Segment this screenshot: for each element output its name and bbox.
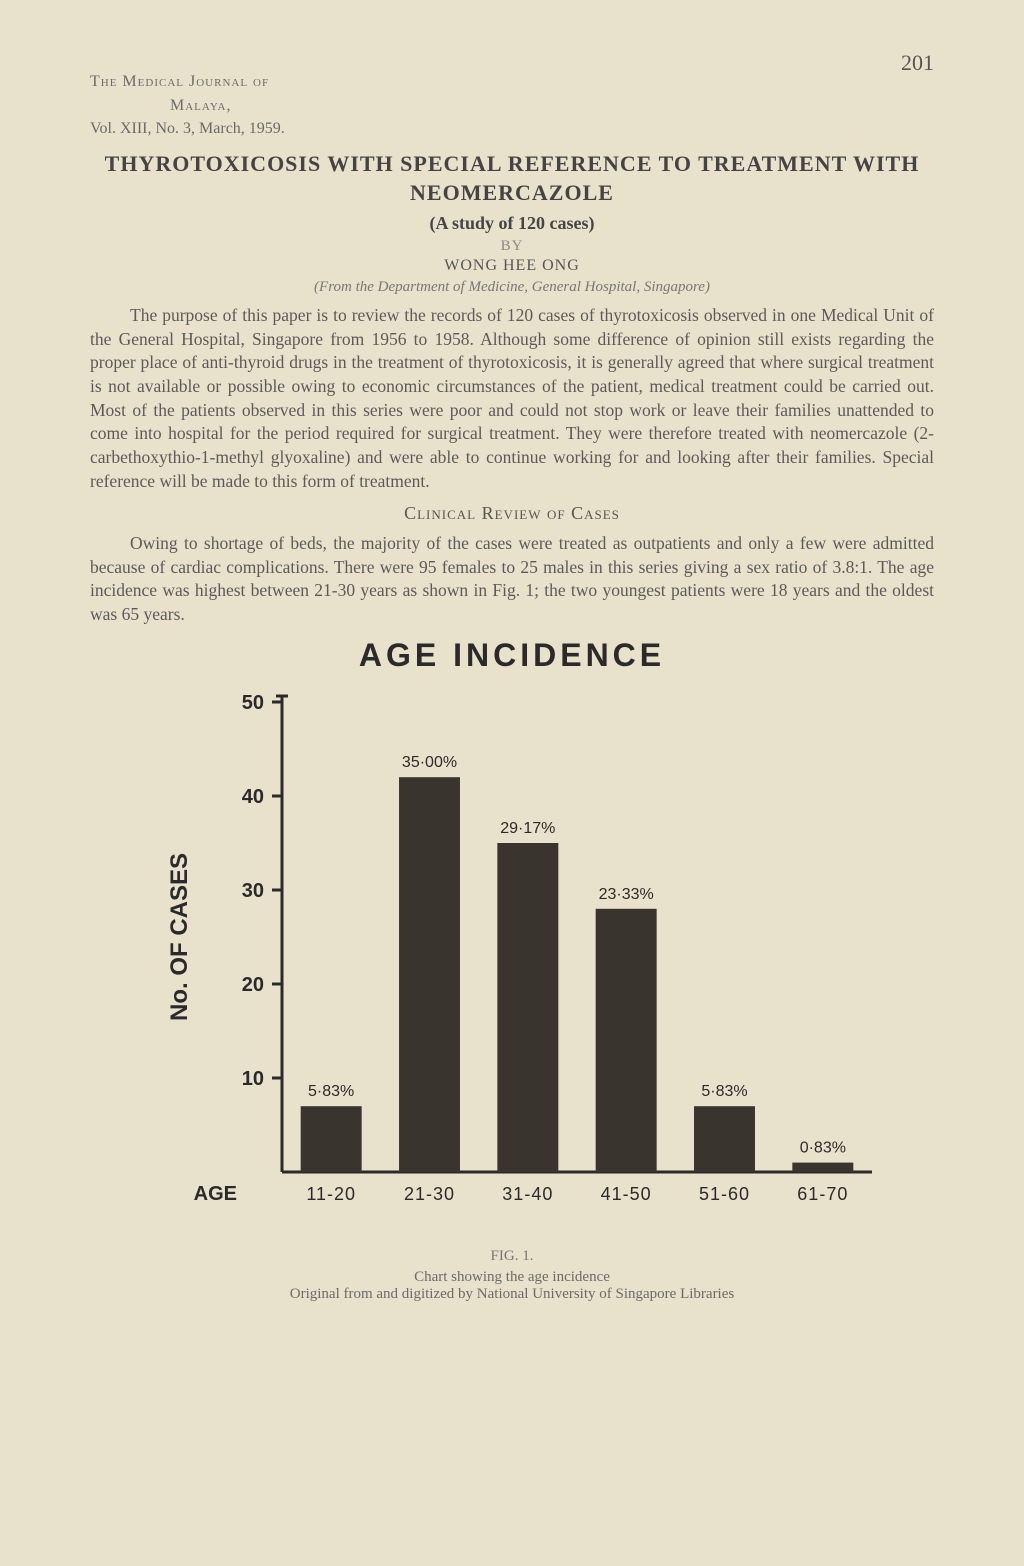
section-heading: Clinical Review of Cases <box>90 503 934 524</box>
svg-text:51-60: 51-60 <box>699 1184 750 1204</box>
article-subtitle: (A study of 120 cases) <box>90 213 934 234</box>
journal-header: The Medical Journal of Malaya, <box>90 70 934 118</box>
footer-main: Original from and digitized by National … <box>290 1286 734 1302</box>
svg-text:5·83%: 5·83% <box>308 1083 354 1100</box>
svg-text:20: 20 <box>242 974 264 996</box>
svg-text:23·33%: 23·33% <box>599 885 654 902</box>
paragraph-1: The purpose of this paper is to review t… <box>90 304 934 493</box>
author-affiliation: (From the Department of Medicine, Genera… <box>90 279 934 296</box>
svg-text:0·83%: 0·83% <box>800 1139 846 1156</box>
svg-text:No. OF CASES: No. OF CASES <box>166 853 193 1021</box>
svg-text:30: 30 <box>242 880 264 902</box>
footer-sub: Chart showing the age incidence <box>414 1269 610 1285</box>
chart-title: AGE INCIDENCE <box>132 637 892 674</box>
figure-caption: FIG. 1. <box>90 1248 934 1265</box>
svg-text:40: 40 <box>242 786 264 808</box>
footer-note: Chart showing the age incidence Original… <box>90 1269 934 1303</box>
svg-text:29·17%: 29·17% <box>500 820 555 837</box>
svg-text:50: 50 <box>242 692 264 714</box>
svg-text:10: 10 <box>242 1068 264 1090</box>
svg-text:35·00%: 35·00% <box>402 754 457 771</box>
svg-text:11-20: 11-20 <box>306 1184 356 1204</box>
svg-text:41-50: 41-50 <box>601 1184 652 1204</box>
paragraph-2: Owing to shortage of beds, the majority … <box>90 532 934 627</box>
svg-text:5·83%: 5·83% <box>701 1083 747 1100</box>
age-incidence-chart: AGE INCIDENCE 10 20 30 40 50 No. OF CASES 5·83… <box>132 637 892 1242</box>
article-title: THYROTOXICOSIS WITH SPECIAL REFERENCE TO… <box>90 150 934 207</box>
by-label: BY <box>90 238 934 255</box>
svg-text:21-30: 21-30 <box>404 1184 455 1204</box>
journal-line1: The Medical Journal of <box>90 70 934 94</box>
svg-text:61-70: 61-70 <box>797 1184 848 1204</box>
journal-line2: Malaya, <box>170 94 934 118</box>
svg-text:AGE: AGE <box>194 1183 237 1205</box>
page-number: 201 <box>901 50 934 76</box>
author-name: WONG HEE ONG <box>90 257 934 275</box>
journal-volume: Vol. XIII, No. 3, March, 1959. <box>90 120 934 138</box>
chart-svg: 10 20 30 40 50 No. OF CASES 5·83% 11-20 35·00% 21… <box>132 682 892 1242</box>
svg-text:31-40: 31-40 <box>502 1184 553 1204</box>
